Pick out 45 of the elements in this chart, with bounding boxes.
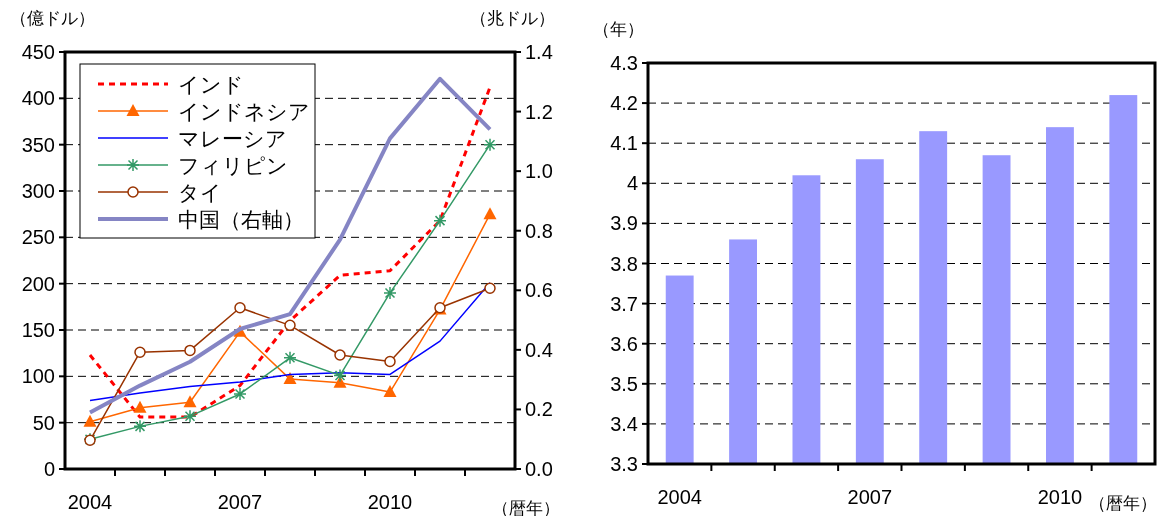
y2-tick-label: 1.2	[525, 100, 553, 123]
y2-tick-label: 1.4	[525, 41, 553, 63]
y-tick-label: 3.4	[610, 412, 638, 435]
y-tick-label: 4.1	[610, 132, 638, 155]
y-tick-label: 3.8	[610, 252, 638, 275]
x-tick-label: 2007	[217, 491, 263, 513]
legend-label: インドネシア	[178, 100, 310, 123]
y2-tick-label: 0.4	[525, 338, 553, 361]
y-tick-label: 3.3	[610, 453, 638, 475]
y-tick-label: 3.7	[610, 292, 638, 315]
y-tick-label: 400	[21, 87, 55, 110]
y2-axis-title: （兆ドル）	[470, 9, 555, 28]
y-tick-label: 350	[21, 133, 55, 156]
legend-label: タイ	[178, 181, 222, 204]
y-tick-label: 3.9	[610, 212, 638, 235]
y-tick-label: 200	[21, 272, 55, 295]
y2-tick-label: 0.6	[525, 279, 553, 302]
x-tick-label: 2004	[657, 486, 702, 508]
legend-label: マレーシア	[178, 127, 287, 150]
y-tick-label: 3.5	[610, 372, 638, 395]
y-tick-label: 0	[43, 458, 55, 480]
y2-tick-label: 1.0	[525, 160, 553, 183]
y-tick-label: 300	[21, 180, 55, 202]
y-tick-label: 4	[626, 172, 638, 195]
y2-tick-label: 0.8	[525, 219, 553, 242]
x-tick-label: 2010	[367, 491, 413, 513]
legend-label: フィリピン	[178, 154, 288, 177]
y-axis-title: （億ドル）	[10, 9, 95, 28]
y-axis-title: （年）	[593, 20, 644, 39]
x-tick-label: 2010	[1037, 486, 1083, 508]
y-tick-label: 4.3	[610, 52, 638, 74]
y2-tick-label: 0.0	[525, 458, 553, 480]
legend-label: インド	[178, 73, 244, 96]
x-tick-label: 2004	[67, 491, 113, 513]
y-tick-label: 4.2	[610, 92, 638, 115]
y-tick-label: 450	[21, 41, 55, 63]
legend-label: 中国（右軸）	[178, 208, 304, 231]
y-tick-label: 3.6	[610, 332, 638, 355]
y-tick-label: 150	[21, 319, 55, 341]
y-tick-label: 250	[21, 226, 55, 249]
y-tick-label: 100	[21, 365, 55, 388]
x-axis-title: （暦年）	[1089, 494, 1157, 513]
y2-tick-label: 0.2	[525, 398, 553, 421]
x-tick-label: 2007	[847, 486, 893, 508]
y-tick-label: 50	[32, 411, 55, 434]
